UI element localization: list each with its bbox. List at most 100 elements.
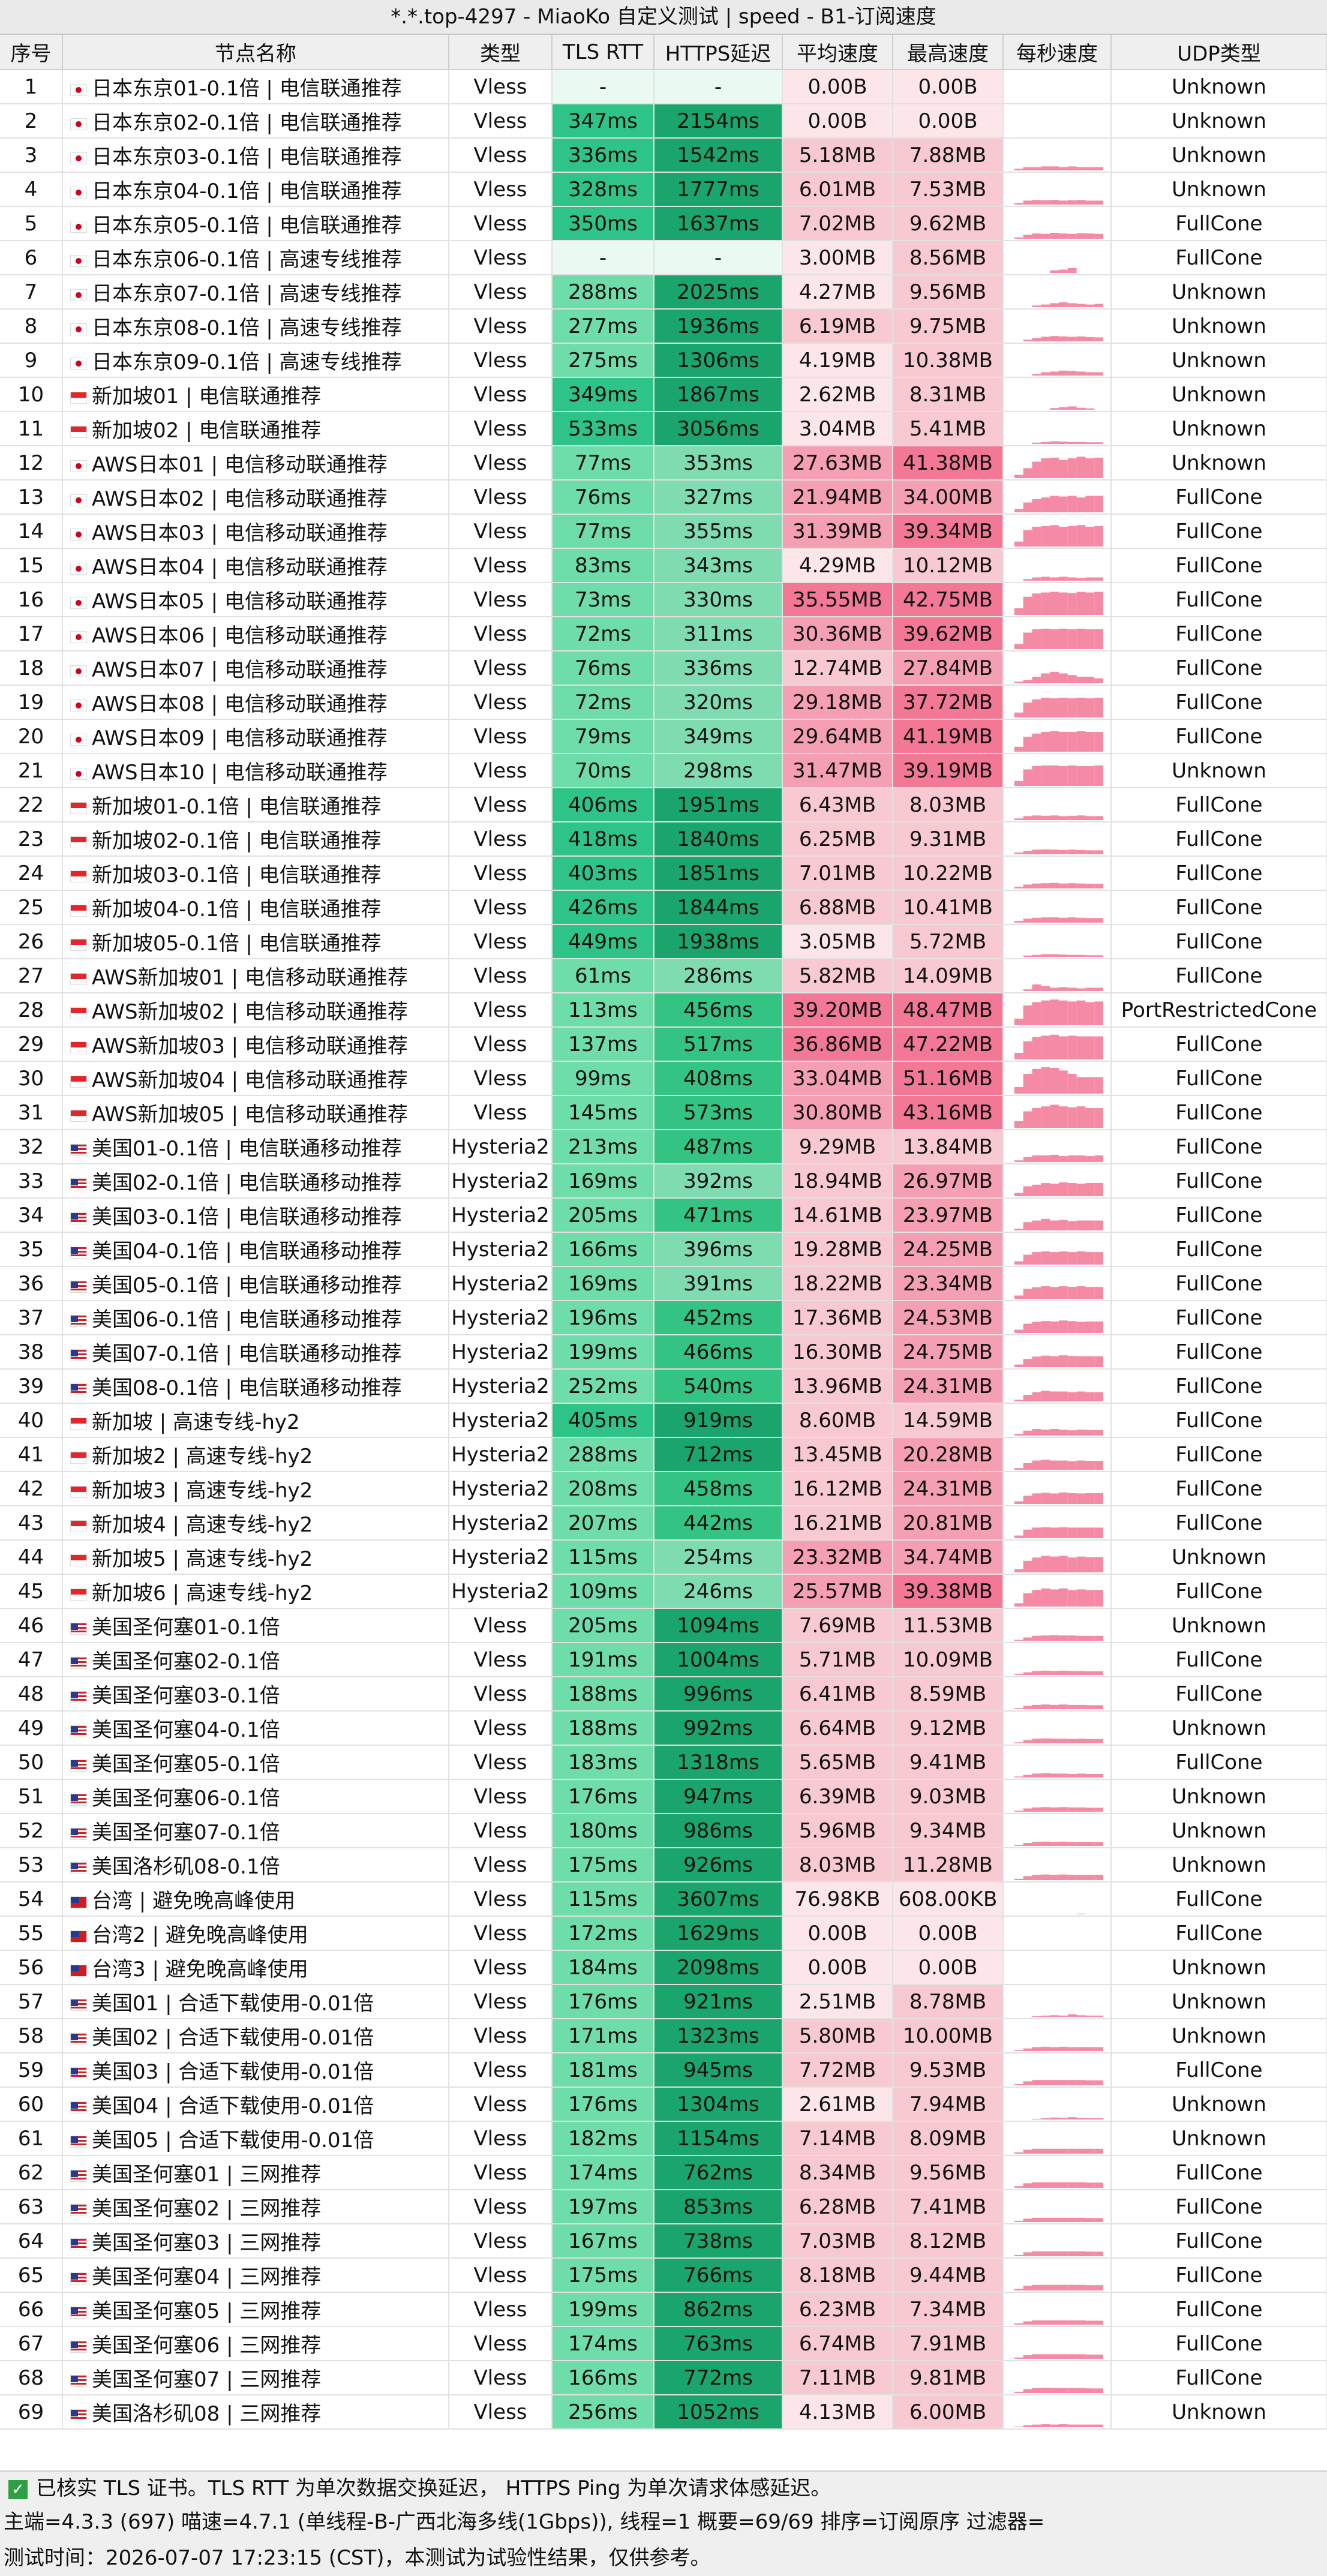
col-header-tls-rtt[interactable]: TLS RTT xyxy=(552,35,655,70)
table-row[interactable]: 56 台湾3 | 避免晚高峰使用 Vless 184ms 2098ms 0.00B 0.00… xyxy=(0,1950,1327,1985)
table-row[interactable]: 3 日本东京03-0.1倍 | 电信联通推荐 Vless 336ms 1542ms 5.1… xyxy=(0,138,1327,173)
col-header-node-name[interactable]: 节点名称 xyxy=(62,35,449,70)
table-row[interactable]: 40 新加坡 | 高速专线-hy2 Hysteria2 405ms 919ms 8.60M… xyxy=(0,1403,1327,1438)
table-row[interactable]: 38 美国07-0.1倍 | 电信联通移动推荐 Hysteria2 199ms 466m… xyxy=(0,1335,1327,1370)
table-row[interactable]: 29 AWS新加坡03 | 电信移动联通推荐 Vless 137ms 517ms 36.8… xyxy=(0,1027,1327,1062)
table-row[interactable]: 61 美国05 | 合适下载使用-0.01倍 Vless 182ms 1154ms 7.1… xyxy=(0,2121,1327,2156)
table-row[interactable]: 6 日本东京06-0.1倍 | 高速专线推荐 Vless - -3.00MB 8.56MB… xyxy=(0,241,1327,275)
table-row[interactable]: 5 日本东京05-0.1倍 | 电信联通推荐 Vless 350ms 1637ms 7.0… xyxy=(0,206,1327,241)
table-row[interactable]: 51 美国圣何塞06-0.1倍 Vless 176ms 947ms 6.39MB 9.03M… xyxy=(0,1779,1327,1814)
table-row[interactable]: 60 美国04 | 合适下载使用-0.01倍 Vless 176ms 1304ms 2.6… xyxy=(0,2087,1327,2122)
table-row[interactable]: 11 新加坡02 | 电信联通推荐 Vless 533ms 3056ms 3.04MB 5.… xyxy=(0,412,1327,446)
col-header-max-speed[interactable]: 最高速度 xyxy=(893,35,1004,70)
table-row[interactable]: 31 AWS新加坡05 | 电信移动联通推荐 Vless 145ms 573ms 30.8… xyxy=(0,1095,1327,1130)
table-row[interactable]: 24 新加坡03-0.1倍 | 电信联通推荐 Vless 403ms 1851ms 7.0… xyxy=(0,856,1327,891)
cell-udp-type: FullCone xyxy=(1111,924,1327,959)
sparkline-bar xyxy=(1058,849,1068,854)
table-row[interactable]: 13 AWS日本02 | 电信移动联通推荐 Vless 76ms 327ms 21.94M… xyxy=(0,480,1327,515)
sparkline-bar xyxy=(1014,1878,1023,1880)
table-row[interactable]: 46 美国圣何塞01-0.1倍 Vless 205ms 1094ms 7.69MB 11.5… xyxy=(0,1608,1327,1643)
table-row[interactable]: 67 美国圣何塞06 | 三网推荐 Vless 174ms 763ms 6.74MB 7.9… xyxy=(0,2326,1327,2361)
table-row[interactable]: 63 美国圣何塞02 | 三网推荐 Vless 197ms 853ms 6.28MB 7.4… xyxy=(0,2190,1327,2224)
sparkline-bar xyxy=(1067,1875,1077,1880)
table-row[interactable]: 64 美国圣何塞03 | 三网推荐 Vless 167ms 738ms 7.03MB 8.1… xyxy=(0,2224,1327,2259)
sparkline-bar xyxy=(1050,1104,1059,1128)
cell-udp-type: FullCone xyxy=(1111,788,1327,822)
table-row[interactable]: 28 AWS新加坡02 | 电信移动联通推荐 Vless 113ms 456ms 39.2… xyxy=(0,993,1327,1028)
table-row[interactable]: 58 美国02 | 合适下载使用-0.01倍 Vless 171ms 1323ms 5.8… xyxy=(0,2019,1327,2053)
table-row[interactable]: 36 美国05-0.1倍 | 电信联通移动推荐 Hysteria2 169ms 391m… xyxy=(0,1266,1327,1301)
table-row[interactable]: 27 AWS新加坡01 | 电信移动联通推荐 Vless 61ms 286ms 5.82M… xyxy=(0,959,1327,993)
table-row[interactable]: 66 美国圣何塞05 | 三网推荐 Vless 199ms 862ms 6.23MB 7.3… xyxy=(0,2292,1327,2327)
table-row[interactable]: 17 AWS日本06 | 电信移动联通推荐 Vless 72ms 311ms 30.36M… xyxy=(0,617,1327,651)
cell-udp-type: FullCone xyxy=(1111,548,1327,583)
table-row[interactable]: 15 AWS日本04 | 电信移动联通推荐 Vless 83ms 343ms 4.29MB… xyxy=(0,548,1327,583)
table-row[interactable]: 49 美国圣何塞04-0.1倍 Vless 188ms 992ms 6.64MB 9.12M… xyxy=(0,1711,1327,1746)
sparkline-bar xyxy=(1032,917,1041,923)
table-row[interactable]: 16 AWS日本05 | 电信移动联通推荐 Vless 73ms 330ms 35.55M… xyxy=(0,583,1327,617)
table-row[interactable]: 2 日本东京02-0.1倍 | 电信联通推荐 Vless 347ms 2154ms 0.0… xyxy=(0,104,1327,139)
table-row[interactable]: 30 AWS新加坡04 | 电信移动联通推荐 Vless 99ms 408ms 33.04… xyxy=(0,1061,1327,1096)
speed-sparkline xyxy=(1014,2046,1104,2051)
sparkline-bar xyxy=(1085,2047,1095,2051)
table-row[interactable]: 53 美国洛杉矶08-0.1倍 Vless 175ms 926ms 8.03MB 11.28… xyxy=(0,1848,1327,1883)
table-row[interactable]: 26 新加坡05-0.1倍 | 电信联通推荐 Vless 449ms 1938ms 3.0… xyxy=(0,924,1327,959)
col-header-avg-speed[interactable]: 平均速度 xyxy=(782,35,893,70)
table-row[interactable]: 48 美国圣何塞03-0.1倍 Vless 188ms 996ms 6.41MB 8.59M… xyxy=(0,1677,1327,1712)
table-row[interactable]: 62 美国圣何塞01 | 三网推荐 Vless 174ms 762ms 8.34MB 9.5… xyxy=(0,2155,1327,2190)
table-row[interactable]: 21 AWS日本10 | 电信移动联通推荐 Vless 70ms 298ms 31.47M… xyxy=(0,753,1327,788)
table-row[interactable]: 39 美国08-0.1倍 | 电信联通移动推荐 Hysteria2 252ms 540m… xyxy=(0,1369,1327,1404)
table-row[interactable]: 45 新加坡6 | 高速专线-hy2 Hysteria2 109ms 246ms 25.5… xyxy=(0,1574,1327,1609)
sparkline-bar xyxy=(1067,2117,1077,2119)
sparkline-bar xyxy=(1067,2251,1077,2256)
table-row[interactable]: 47 美国圣何塞02-0.1倍 Vless 191ms 1004ms 5.71MB 10.0… xyxy=(0,1643,1327,1677)
table-row[interactable]: 32 美国01-0.1倍 | 电信联通移动推荐 Hysteria2 213ms 487m… xyxy=(0,1130,1327,1164)
cell-avg-speed: 2.62MB xyxy=(782,377,893,412)
speed-sparkline xyxy=(1032,441,1104,444)
speed-sparkline xyxy=(1023,336,1104,341)
col-header-type[interactable]: 类型 xyxy=(449,35,553,70)
col-header-per-second-speed[interactable]: 每秒速度 xyxy=(1003,35,1112,70)
table-row[interactable]: 9 日本东京09-0.1倍 | 高速专线推荐 Vless 275ms 1306ms 4.1… xyxy=(0,343,1327,378)
table-row[interactable]: 37 美国06-0.1倍 | 电信联通移动推荐 Hysteria2 196ms 452m… xyxy=(0,1301,1327,1335)
table-row[interactable]: 55 台湾2 | 避免晚高峰使用 Vless 172ms 1629ms 0.00B 0.00… xyxy=(0,1916,1327,1951)
table-row[interactable]: 65 美国圣何塞04 | 三网推荐 Vless 175ms 766ms 8.18MB 9.4… xyxy=(0,2258,1327,2293)
table-row[interactable]: 20 AWS日本09 | 电信移动联通推荐 Vless 79ms 349ms 29.64M… xyxy=(0,719,1327,754)
table-row[interactable]: 68 美国圣何塞07 | 三网推荐 Vless 166ms 772ms 7.11MB 9.8… xyxy=(0,2361,1327,2395)
table-row[interactable]: 14 AWS日本03 | 电信移动联通推荐 Vless 77ms 355ms 31.39M… xyxy=(0,514,1327,549)
sparkline-bar xyxy=(1032,2217,1041,2222)
node-name-text: 新加坡 | 高速专线-hy2 xyxy=(92,1410,300,1434)
cell-node-name: 美国圣何塞05 | 三网推荐 xyxy=(62,2292,449,2327)
col-header-udp-type[interactable]: UDP类型 xyxy=(1111,35,1327,70)
table-row[interactable]: 18 AWS日本07 | 电信移动联通推荐 Vless 76ms 336ms 12.74M… xyxy=(0,651,1327,686)
table-row[interactable]: 41 新加坡2 | 高速专线-hy2 Hysteria2 288ms 712ms 13.4… xyxy=(0,1437,1327,1472)
table-row[interactable]: 35 美国04-0.1倍 | 电信联通移动推荐 Hysteria2 166ms 396m… xyxy=(0,1232,1327,1267)
table-row[interactable]: 44 新加坡5 | 高速专线-hy2 Hysteria2 115ms 254ms 23.3… xyxy=(0,1540,1327,1575)
sparkline-bar xyxy=(1032,2148,1041,2154)
table-row[interactable]: 7 日本东京07-0.1倍 | 高速专线推荐 Vless 288ms 2025ms 4.2… xyxy=(0,275,1327,310)
table-row[interactable]: 59 美国03 | 合适下载使用-0.01倍 Vless 181ms 945ms 7.72… xyxy=(0,2053,1327,2088)
table-row[interactable]: 43 新加坡4 | 高速专线-hy2 Hysteria2 207ms 442ms 16.2… xyxy=(0,1506,1327,1541)
table-row[interactable]: 52 美国圣何塞07-0.1倍 Vless 180ms 986ms 5.96MB 9.34M… xyxy=(0,1814,1327,1848)
table-row[interactable]: 42 新加坡3 | 高速专线-hy2 Hysteria2 208ms 458ms 16.1… xyxy=(0,1472,1327,1506)
table-row[interactable]: 69 美国洛杉矶08 | 三网推荐 Vless 256ms 1052ms 4.13MB 6.… xyxy=(0,2395,1327,2430)
sparkline-bar xyxy=(1094,1773,1104,1778)
table-row[interactable]: 57 美国01 | 合适下载使用-0.01倍 Vless 176ms 921ms 2.51… xyxy=(0,1984,1327,2019)
table-row[interactable]: 23 新加坡02-0.1倍 | 电信联通推荐 Vless 418ms 1840ms 6.2… xyxy=(0,822,1327,857)
sparkline-bar xyxy=(1094,1705,1104,1709)
table-row[interactable]: 1 日本东京01-0.1倍 | 电信联通推荐 Vless - -0.00B 0.00B Un… xyxy=(0,70,1327,104)
table-row[interactable]: 33 美国02-0.1倍 | 电信联通移动推荐 Hysteria2 169ms 392m… xyxy=(0,1164,1327,1199)
table-row[interactable]: 8 日本东京08-0.1倍 | 高速专线推荐 Vless 277ms 1936ms 6.1… xyxy=(0,309,1327,344)
table-row[interactable]: 54 台湾 | 避免晚高峰使用 Vless 115ms 3607ms 76.98KB 608… xyxy=(0,1882,1327,1917)
table-row[interactable]: 50 美国圣何塞05-0.1倍 Vless 183ms 1318ms 5.65MB 9.41… xyxy=(0,1745,1327,1780)
table-row[interactable]: 4 日本东京04-0.1倍 | 电信联通推荐 Vless 328ms 1777ms 6.0… xyxy=(0,172,1327,207)
table-row[interactable]: 25 新加坡04-0.1倍 | 电信联通推荐 Vless 426ms 1844ms 6.8… xyxy=(0,890,1327,925)
col-header-index[interactable]: 序号 xyxy=(0,35,63,70)
table-row[interactable]: 34 美国03-0.1倍 | 电信联通移动推荐 Hysteria2 205ms 471m… xyxy=(0,1198,1327,1233)
sparkline-bar xyxy=(1067,442,1077,444)
table-row[interactable]: 22 新加坡01-0.1倍 | 电信联通推荐 Vless 406ms 1951ms 6.4… xyxy=(0,788,1327,822)
table-row[interactable]: 10 新加坡01 | 电信联通推荐 Vless 349ms 1867ms 2.62MB 8.… xyxy=(0,377,1327,412)
col-header-https-latency[interactable]: HTTPS延迟 xyxy=(654,35,783,70)
table-row[interactable]: 12 AWS日本01 | 电信移动联通推荐 Vless 77ms 353ms 27.63M… xyxy=(0,446,1327,481)
table-row[interactable]: 19 AWS日本08 | 电信移动联通推荐 Vless 72ms 320ms 29.18M… xyxy=(0,685,1327,720)
